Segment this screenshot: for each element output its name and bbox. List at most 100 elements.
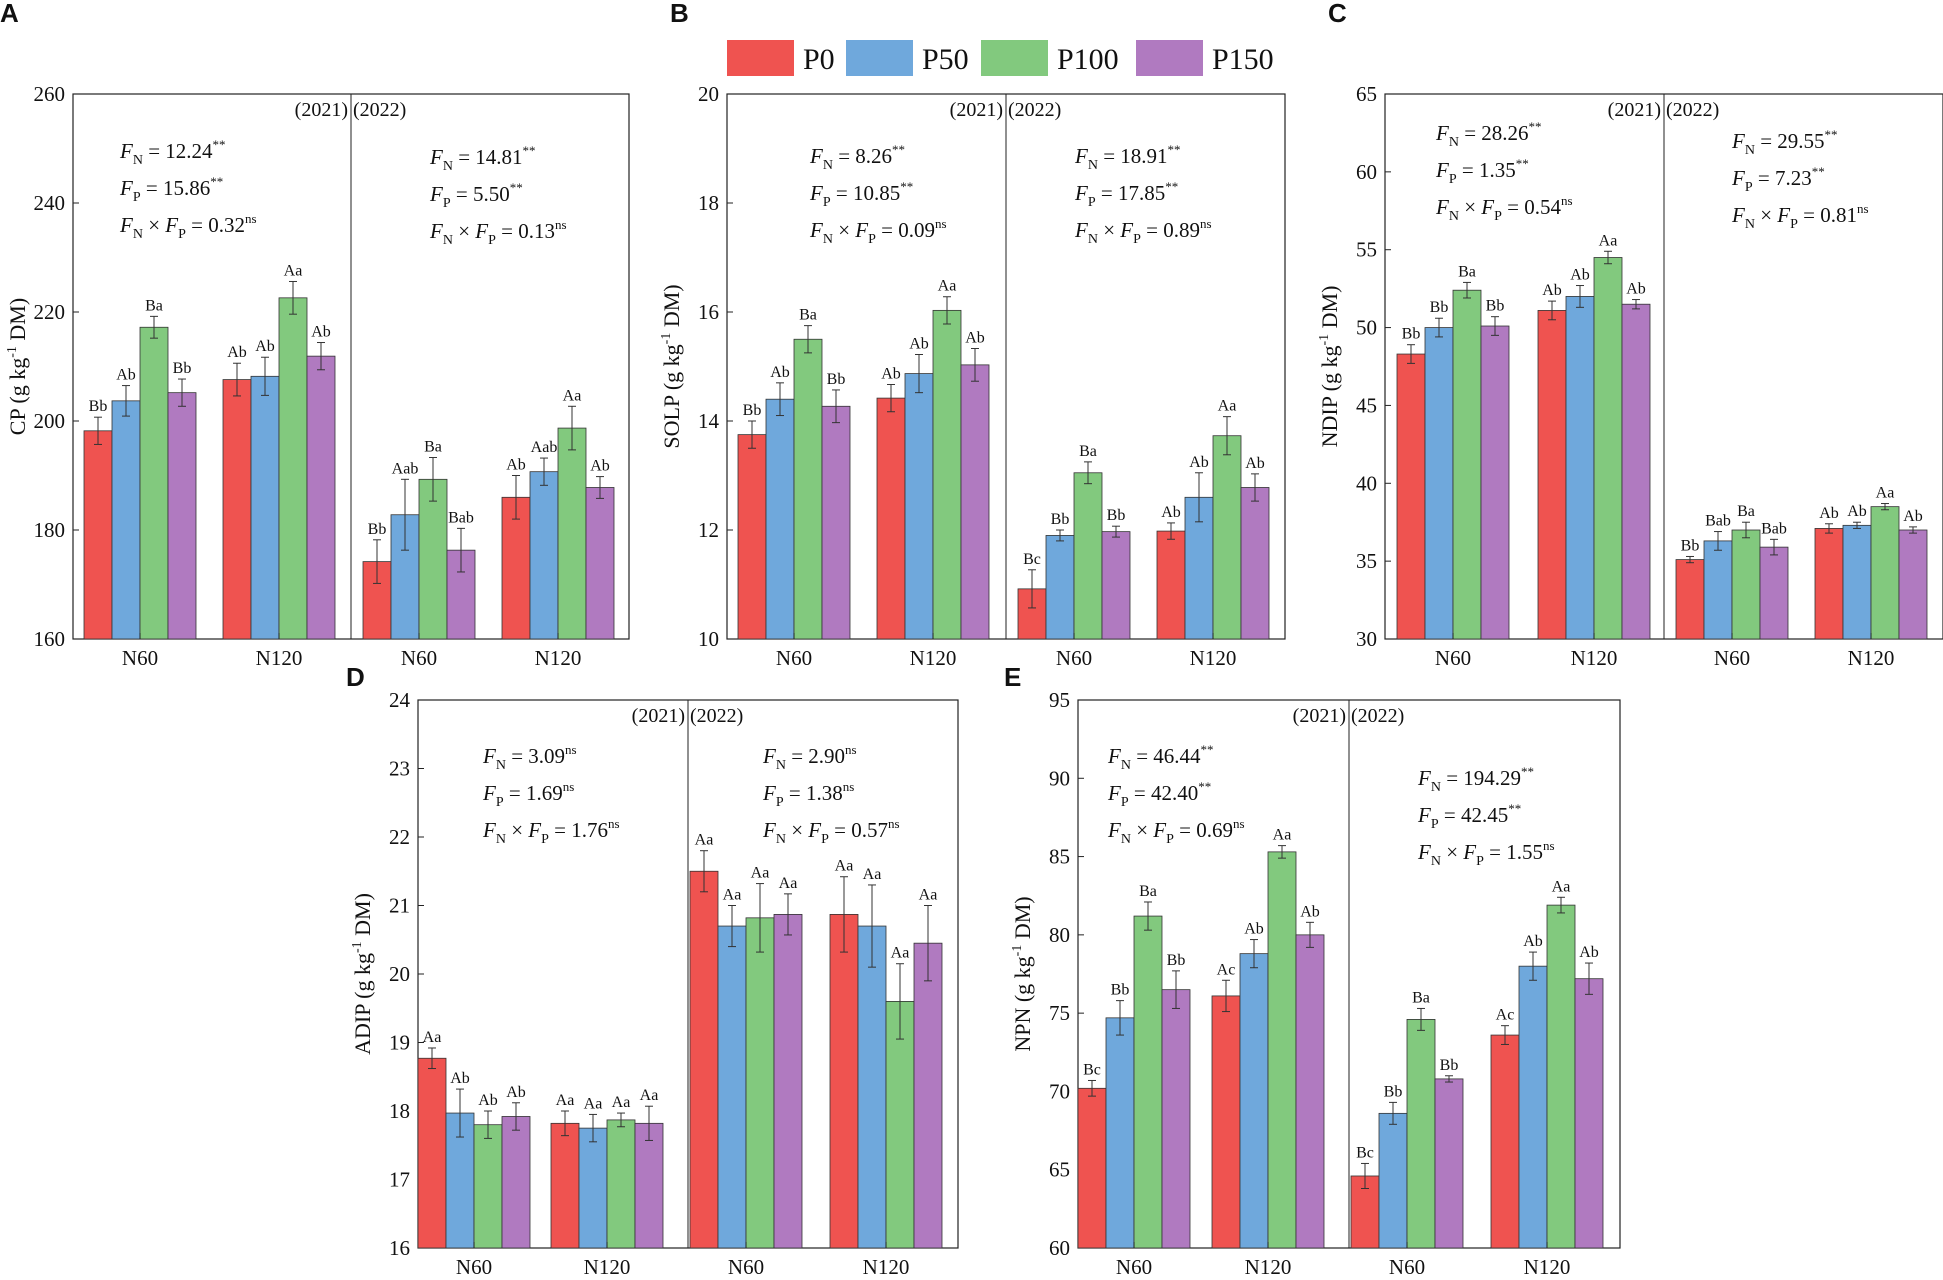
bar-p150 [1574, 978, 1604, 1249]
y-tick-label: 90 [1049, 766, 1070, 790]
x-category-label: N120 [1190, 646, 1237, 670]
stat-symbol: F [1119, 218, 1133, 242]
stat-subscript: P [868, 232, 876, 247]
significance-letter: Bc [1356, 1144, 1374, 1161]
stat-symbol: F [474, 219, 488, 243]
significance-letter: Ac [1217, 961, 1236, 978]
stat-line: FN × FP = 1.55ns [1417, 838, 1555, 869]
stat-subscript: P [821, 832, 829, 847]
stat-significance: ** [1812, 164, 1825, 179]
bar-p150 [1480, 325, 1510, 640]
y-axis-label: CP (g kg-1 DM) [5, 298, 30, 435]
y-tick-label: 220 [34, 300, 66, 324]
y-tick-label: 240 [34, 191, 66, 215]
stat-value: = 1.76 [549, 818, 608, 842]
panel-letter: A [0, 0, 19, 28]
bar-p100 [139, 326, 169, 640]
significance-letter: Aa [723, 887, 742, 904]
significance-letter: Ab [1542, 282, 1562, 299]
bar-p150 [1240, 487, 1270, 640]
y-tick-label: 85 [1049, 845, 1070, 869]
stat-symbol: F [164, 213, 178, 237]
stat-significance: ns [1561, 193, 1573, 208]
y-tick-label: 60 [1356, 160, 1377, 184]
stat-subscript: N [496, 832, 506, 847]
significance-letter: Ab [506, 1084, 526, 1101]
bar-p0 [689, 870, 719, 1249]
bar-p150 [773, 914, 803, 1249]
significance-letter: Bab [448, 509, 474, 526]
y-tick-label: 50 [1356, 316, 1377, 340]
stat-value: = 46.44 [1131, 744, 1201, 768]
year-label-2022: (2022) [1008, 99, 1061, 121]
bar-p100 [1212, 435, 1242, 640]
stat-significance: ** [1508, 801, 1521, 816]
stat-significance: ns [843, 779, 855, 794]
y-axis-label-main: NPN (g kg [1010, 956, 1035, 1051]
stat-significance: ns [1543, 838, 1555, 853]
y-tick-label: 65 [1356, 82, 1377, 106]
significance-letter: Aab [531, 439, 558, 456]
stat-symbol: F [482, 744, 496, 768]
stat-symbol: F [762, 781, 776, 805]
bar-p50 [765, 398, 795, 640]
significance-letter: Ab [1903, 508, 1923, 525]
stat-times: × [453, 219, 475, 243]
panel-letter: B [670, 0, 689, 28]
stat-significance: ** [1168, 142, 1181, 157]
stat-symbol: F [1074, 144, 1088, 168]
stat-symbol: F [1776, 203, 1790, 227]
y-tick-label: 75 [1049, 1001, 1070, 1025]
year-label-2021: (2021) [1293, 705, 1346, 727]
stat-symbol: F [1152, 818, 1166, 842]
stat-line: FN × FP = 0.13ns [429, 217, 567, 248]
significance-letter: Ab [1819, 505, 1839, 522]
stat-subscript: N [1431, 780, 1441, 795]
bar-p0 [550, 1122, 580, 1249]
stat-subscript: N [1088, 232, 1098, 247]
panel-letter: E [1004, 662, 1021, 692]
significance-letter: Ac [1496, 1007, 1515, 1024]
significance-letter: Aa [695, 832, 714, 849]
stat-subscript: N [1121, 758, 1131, 773]
significance-letter: Aa [612, 1094, 631, 1111]
stat-symbol: F [1417, 803, 1431, 827]
year-label-2021: (2021) [1608, 99, 1661, 121]
bar-p150 [821, 405, 851, 640]
y-axis-label: ADIP (g kg-1 DM) [350, 893, 375, 1055]
stat-symbol: F [809, 144, 823, 168]
bar-p50 [1424, 327, 1454, 640]
stat-symbol: F [119, 139, 133, 163]
bar-p50 [1239, 953, 1269, 1249]
significance-letter: Aa [563, 387, 582, 404]
year-label-2021: (2021) [632, 705, 685, 727]
significance-letter: Aa [938, 278, 957, 295]
stat-line: FN = 2.90ns [762, 742, 857, 773]
stat-significance: ns [608, 816, 620, 831]
legend-label-p100: P100 [1057, 43, 1119, 76]
bar-p100 [473, 1124, 503, 1249]
stat-subscript: N [1745, 143, 1755, 158]
stat-subscript: N [776, 758, 786, 773]
stat-symbol: F [1074, 218, 1088, 242]
significance-letter: Ab [1189, 454, 1209, 471]
stat-symbol: F [527, 818, 541, 842]
stat-subscript: N [823, 232, 833, 247]
significance-letter: Ab [1579, 944, 1599, 961]
bar-p100 [1406, 1019, 1436, 1249]
stat-significance: ns [565, 742, 577, 757]
stat-value: = 7.23 [1753, 166, 1812, 190]
stat-line: FN × FP = 0.57ns [762, 816, 900, 847]
y-axis-label-sup: -1 [5, 346, 20, 358]
stat-value: = 3.09 [506, 744, 565, 768]
bar-p0 [1490, 1034, 1520, 1249]
panel-c: C 30 35 40 45 50 55 60 65 NDIP (g kg-1 DM) (2021)(… [1317, 0, 1943, 670]
y-axis-label-end: DM) [1317, 286, 1342, 334]
stat-symbol: F [809, 181, 823, 205]
stat-line: FN = 46.44** [1107, 742, 1214, 773]
stat-value: = 17.85 [1096, 181, 1166, 205]
bar-p100 [1593, 257, 1623, 640]
stat-value: = 0.13 [496, 219, 555, 243]
x-category-label: N120 [910, 646, 957, 670]
